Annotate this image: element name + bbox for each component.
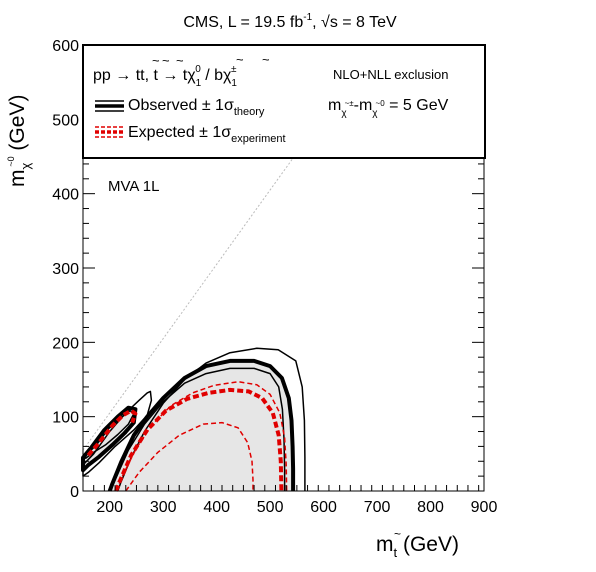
x-tick-label: 400 (203, 499, 230, 516)
x-axis-tilde: ~ (394, 527, 401, 541)
x-axis-title: mt (GeV) (376, 533, 459, 560)
legend-box (82, 44, 486, 159)
x-tick-label: 500 (257, 499, 284, 516)
y-tick-label: 200 (52, 335, 79, 352)
tilde-mark: ~ (236, 52, 244, 67)
tilde-mark: ~ (152, 53, 160, 68)
y-tick-label: 100 (52, 410, 79, 427)
excluded-region-fill (83, 360, 294, 491)
series-expected-low (86, 408, 138, 457)
tilde-mark: ~ (176, 53, 184, 68)
legend-observed: Observed ± 1σtheory (128, 97, 265, 118)
y-tick-label: 500 (52, 112, 79, 129)
legend-expected: Expected ± 1σexperiment (128, 124, 286, 145)
axis-ticks: 200 300 400 500 600 700 800 900 0 100 200 300 400 500… (52, 38, 497, 516)
tilde-mark: ~ (162, 53, 170, 68)
x-tick-label: 900 (471, 499, 498, 516)
legend-nlo: NLO+NLL exclusion (333, 67, 449, 82)
tilde-mark: ~ (262, 52, 270, 67)
series-observed-1-theory-main (109, 367, 286, 492)
y-tick-label: 300 (52, 261, 79, 278)
legend-process: pp → tt, t → tχ10 / bχ1± (93, 64, 237, 89)
series-expected-1-experiment-main (115, 380, 288, 492)
x-tick-label: 700 (364, 499, 391, 516)
analysis-annotation: MVA 1L (108, 178, 159, 195)
series-expected-main (114, 387, 284, 492)
x-tick-label: 600 (310, 499, 337, 516)
legend-mass-difference: mχ~±-mχ~0 = 5 GeV (328, 97, 449, 119)
y-tick-label: 0 (70, 484, 79, 501)
series-expected-1-experiment-main (125, 421, 254, 492)
series-observed-main (107, 358, 296, 492)
y-tick-label: 400 (52, 187, 79, 204)
x-tick-label: 300 (150, 499, 177, 516)
header-title: CMS, L = 19.5 fb-1, √s = 8 TeV (183, 12, 397, 31)
y-axis-title: mχ~0 (GeV) (6, 95, 33, 187)
x-tick-label: 200 (96, 499, 123, 516)
x-tick-label: 800 (417, 499, 444, 516)
y-tick-label: 600 (52, 38, 79, 55)
contour-lines (81, 347, 306, 492)
legend: pp → tt, t → tχ10 / bχ1± ~ ~ ~ ~ ~ NLO+N… (82, 44, 486, 159)
excluded-fill-low (83, 407, 136, 471)
excluded-fill-main (109, 360, 294, 491)
